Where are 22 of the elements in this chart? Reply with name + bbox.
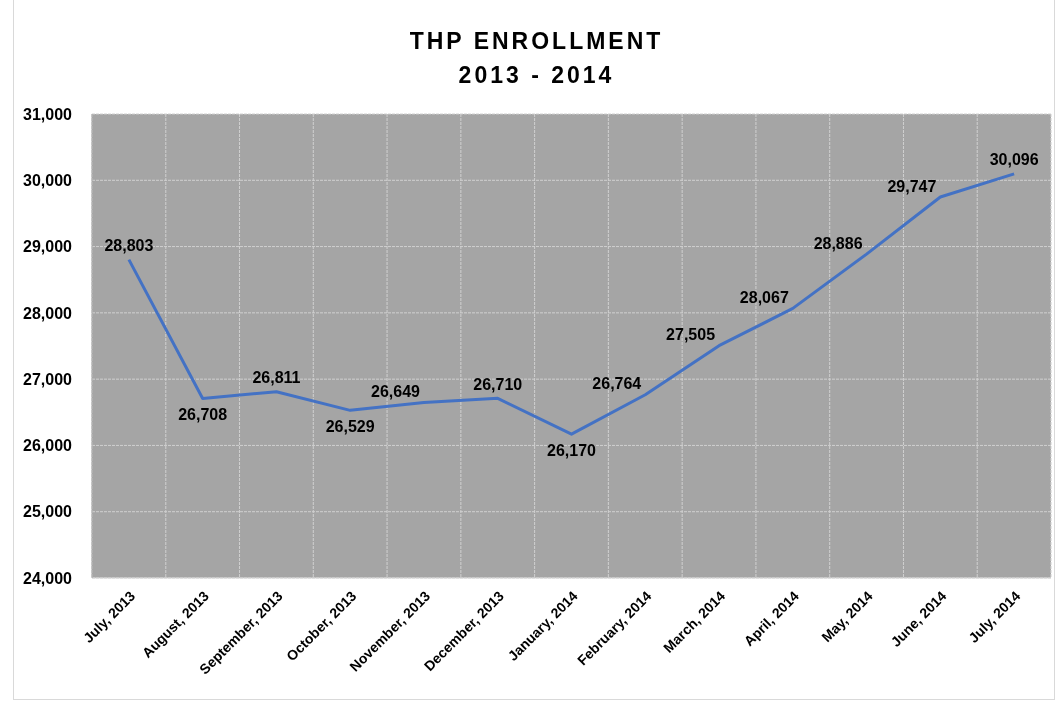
data-label: 28,886 [813, 234, 863, 252]
data-label: 26,649 [371, 382, 421, 400]
y-tick-label: 28,000 [23, 304, 73, 322]
y-tick-label: 29,000 [23, 238, 73, 256]
y-tick-label: 30,000 [23, 171, 73, 189]
data-label: 30,096 [989, 151, 1039, 169]
data-label: 27,505 [666, 326, 716, 344]
y-tick-label: 24,000 [23, 569, 73, 587]
data-label: 28,803 [104, 237, 154, 255]
data-label: 26,764 [592, 375, 642, 393]
y-tick-label: 25,000 [23, 503, 73, 521]
data-label: 29,747 [887, 177, 937, 195]
y-tick-label: 26,000 [23, 437, 73, 455]
data-label: 26,710 [473, 375, 523, 393]
data-label: 26,708 [178, 406, 228, 423]
data-label: 26,811 [252, 369, 301, 387]
chart-title: THP ENROLLMENT 2013 - 2014 [408, 27, 665, 90]
y-tick-label: 27,000 [23, 370, 73, 388]
data-label: 28,067 [739, 288, 789, 306]
y-tick-label: 31,000 [23, 105, 73, 123]
data-label: 26,529 [325, 417, 375, 435]
data-label: 26,170 [547, 441, 597, 459]
